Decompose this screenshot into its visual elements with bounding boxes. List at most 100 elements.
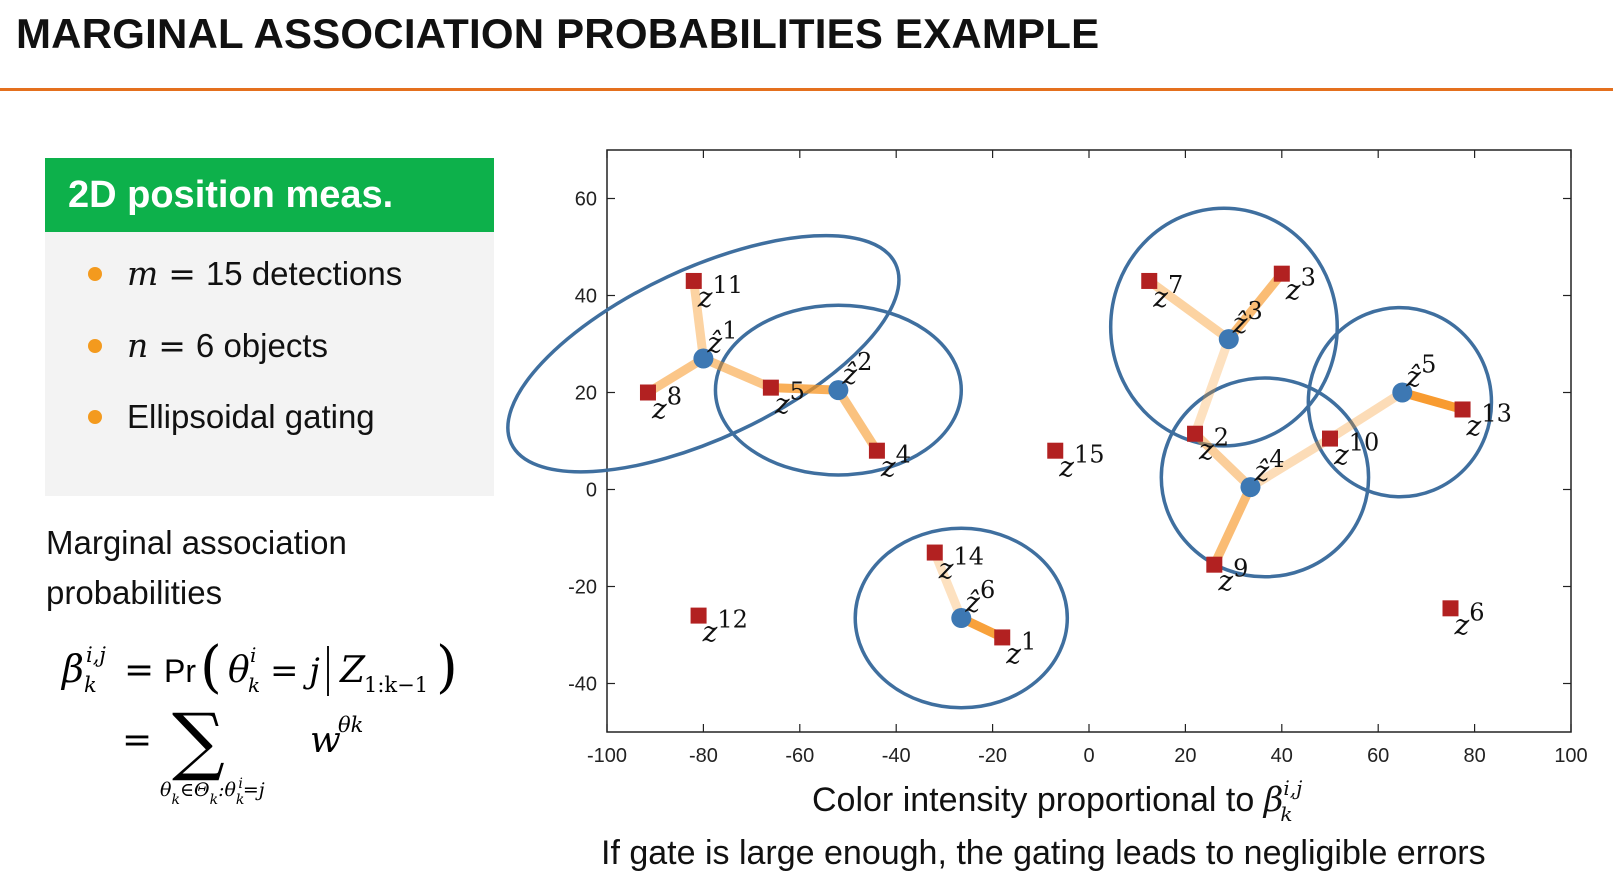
- x-tick-label: 100: [1554, 745, 1587, 767]
- association-line: [1146, 277, 1232, 343]
- x-tick-label: 80: [1463, 745, 1485, 767]
- object-label: ẑ5: [1405, 351, 1436, 394]
- detection-label: z15: [1058, 441, 1104, 484]
- formula-theta-sub: k: [248, 673, 260, 697]
- detections: z1 z2 z3 z4 z5 z6 z7 z8 z9 z10 z11 z12 z13 z14 z15: [639, 264, 1512, 670]
- association-line: [1401, 388, 1464, 414]
- detection-label: z8: [651, 383, 682, 426]
- association-line: [1210, 485, 1255, 567]
- bullet-var: m: [127, 254, 159, 293]
- object-label: ẑ4: [1253, 445, 1284, 488]
- detection-marker: [1187, 425, 1204, 442]
- y-tick-label: -20: [568, 577, 597, 599]
- y-tick-label: 40: [575, 286, 597, 308]
- formula-w: w: [310, 720, 341, 761]
- detection-label: z2: [1198, 424, 1229, 467]
- x-tick-label: -80: [689, 745, 718, 767]
- formula-beta: β: [60, 647, 84, 691]
- formula-z: Z: [339, 650, 366, 691]
- formula-w-sup: θk: [338, 713, 363, 737]
- association-line: [1190, 337, 1234, 436]
- bullet-detections: m = 15 detections: [88, 254, 402, 293]
- detection-label: z10: [1333, 429, 1379, 472]
- object-label: ẑ6: [964, 576, 995, 619]
- marginal-text: Marginal association probabilities: [46, 524, 347, 611]
- association-line: [770, 383, 839, 395]
- formula-theta: θ: [228, 650, 250, 691]
- formula: β i,j k = Pr ( θ i k = j Z 1:k−1 ) = ∑ θ…: [60, 640, 458, 808]
- object-marker: [693, 348, 714, 369]
- detection-marker: [1273, 265, 1290, 282]
- gate-ellipse: [1159, 376, 1371, 579]
- detection-marker: [1206, 556, 1223, 573]
- x-tick-label: -40: [882, 745, 911, 767]
- bullet-objects: n = 6 objects: [88, 326, 328, 365]
- plot-frame: [606, 149, 1572, 733]
- gate-ellipse: [853, 526, 1070, 710]
- x-tick-label: -60: [785, 745, 814, 767]
- object-marker: [828, 380, 849, 401]
- object-label: ẑ3: [1232, 297, 1263, 340]
- formula-theta-sup: i: [250, 643, 256, 667]
- gate-ellipse: [1306, 305, 1494, 499]
- caption-beta: βi,jk: [1263, 776, 1303, 826]
- formula-beta-sub: k: [84, 673, 97, 697]
- y-tick-label: 0: [586, 480, 597, 502]
- gate-ellipse: [1108, 206, 1339, 448]
- bullet-text: 6 objects: [195, 326, 329, 364]
- formula-eq2: =: [122, 720, 152, 761]
- association-line: [930, 550, 966, 620]
- formula-paren-left: (: [200, 640, 222, 700]
- formula-eq1: =: [124, 650, 154, 691]
- x-tick-label: 40: [1271, 745, 1293, 767]
- object-label: ẑ2: [841, 348, 872, 391]
- bullet-op: =: [168, 254, 196, 293]
- formula-sum: ∑: [172, 698, 225, 784]
- bullet-dot: [88, 338, 102, 353]
- object-marker: [951, 608, 972, 629]
- detection-label: z7: [1152, 271, 1183, 314]
- detection-marker: [762, 379, 779, 396]
- association-line: [1248, 434, 1333, 491]
- caption-line2: If gate is large enough, the gating lead…: [601, 834, 1486, 872]
- detection-label: z9: [1217, 555, 1248, 598]
- detection-marker: [1442, 600, 1459, 617]
- bullet-text: Ellipsoidal gating: [127, 398, 375, 435]
- bullet-dot: [88, 266, 102, 281]
- detection-marker: [639, 384, 656, 401]
- detection-marker: [994, 629, 1011, 646]
- axis-ticks: -100 -80 -60 -40 -20 0 20 40 60 80 100 -40 -20 0 20 40 6…: [568, 150, 1588, 767]
- detection-marker: [690, 607, 707, 624]
- formula-z-sub: 1:k−1: [364, 673, 428, 697]
- detection-label: z12: [702, 606, 748, 649]
- detection-label: z1: [1005, 627, 1036, 670]
- association-line: [1225, 270, 1286, 342]
- objects: ẑ1 ẑ2 ẑ3 ẑ4 ẑ5 ẑ6: [693, 297, 1436, 629]
- association-line: [645, 354, 706, 397]
- detection-label: z4: [880, 441, 911, 484]
- detection-label: z5: [774, 378, 805, 421]
- gate-ellipse: [713, 303, 964, 477]
- gate-ellipse: [506, 233, 901, 474]
- x-tick-label: -20: [978, 745, 1007, 767]
- object-marker: [1218, 329, 1239, 350]
- bullet-dot: [88, 410, 102, 424]
- detection-label: z3: [1285, 264, 1316, 307]
- bullet-var: n: [127, 326, 149, 365]
- detection-marker: [1047, 442, 1064, 459]
- detection-marker: [1322, 430, 1338, 447]
- title-rule: [0, 88, 1613, 91]
- object-marker: [1240, 477, 1261, 498]
- detection-label: z14: [938, 543, 984, 586]
- x-tick-label: 60: [1367, 745, 1389, 767]
- bullet-text: 15 detections: [205, 254, 403, 292]
- x-tick-label: 0: [1083, 745, 1094, 767]
- detection-marker: [926, 544, 943, 561]
- bullet-gating: Ellipsoidal gating: [88, 398, 375, 436]
- detection-label: z11: [697, 271, 743, 314]
- formula-eq-j: = j: [270, 651, 320, 691]
- gates: [506, 206, 1494, 710]
- formula-paren-right: ): [436, 640, 458, 700]
- bullet-op: =: [158, 326, 186, 365]
- slide-title: MARGINAL ASSOCIATION PROBABILITIES EXAMP…: [16, 10, 1100, 57]
